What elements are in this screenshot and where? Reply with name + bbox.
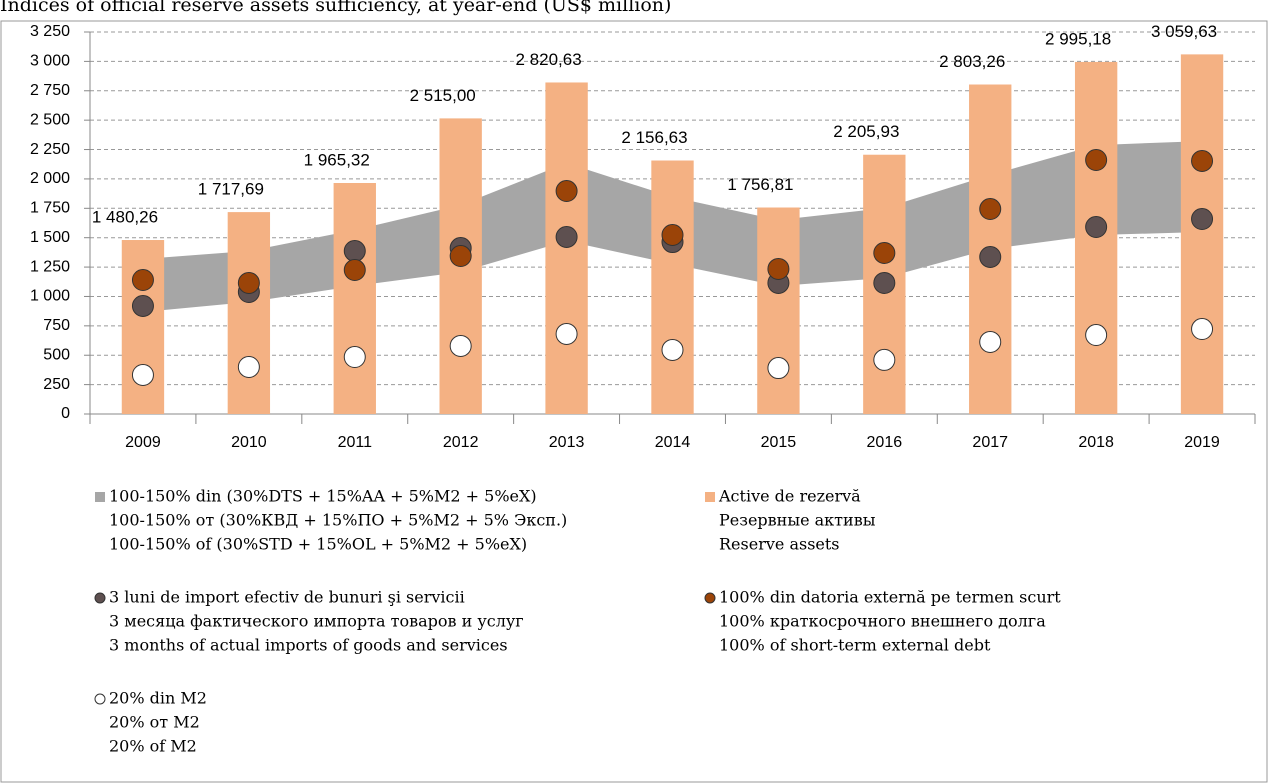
legend-label: 100-150% din (30%DTS + 15%AA + 5%M2 + 5%…: [109, 487, 537, 506]
legend-marker: [705, 492, 715, 502]
y-tick-label: 1 250: [30, 258, 70, 275]
bar: [1180, 54, 1224, 415]
value-label: 1 756,81: [727, 175, 793, 194]
dot: [661, 223, 684, 246]
x-tick-label: 2017: [972, 434, 1008, 451]
dot: [131, 269, 154, 292]
x-tick-label: 2011: [338, 434, 373, 451]
value-label: 1 965,32: [304, 150, 370, 169]
legend-label: 100% din datoria externă pe termen scurt: [719, 588, 1061, 607]
dot: [979, 198, 1002, 221]
y-tick-label: 2 500: [30, 111, 70, 128]
dot: [1085, 324, 1108, 347]
dot: [979, 330, 1002, 353]
legend-label: 100-150% от (30%КВД + 15%ПО + 5%M2 + 5% …: [109, 511, 567, 530]
y-tick-label: 500: [43, 346, 70, 363]
legend-label: 3 luni de import efectiv de bunuri şi se…: [109, 588, 465, 607]
legend-label: 100-150% of (30%STD + 15%OL + 5%M2 + 5%e…: [109, 535, 527, 554]
legend-label: 20% of M2: [109, 737, 197, 756]
dot: [131, 294, 154, 317]
x-tick-label: 2010: [231, 434, 267, 451]
bar: [651, 160, 694, 414]
x-tick-label: 2013: [549, 434, 585, 451]
bar: [333, 182, 376, 414]
dot: [237, 355, 260, 378]
x-tick-label: 2009: [125, 434, 161, 451]
y-tick-label: 1 000: [30, 288, 70, 305]
y-tick-label: 3 250: [30, 23, 70, 40]
dot: [1191, 318, 1214, 341]
value-label: 2 156,63: [621, 128, 687, 147]
y-tick-label: 0: [61, 405, 70, 422]
legend-label: 20% от M2: [109, 713, 200, 732]
value-label: 1 480,26: [92, 207, 158, 226]
chart-title: Indices of official reserve assets suffi…: [0, 0, 671, 16]
bar: [757, 207, 800, 414]
dot: [555, 225, 578, 248]
x-tick-label: 2016: [867, 434, 903, 451]
dot: [1085, 148, 1108, 171]
dot: [343, 239, 366, 262]
dot: [873, 348, 896, 371]
y-tick-label: 750: [43, 317, 70, 334]
dot: [343, 345, 366, 368]
bar: [227, 212, 271, 414]
legend-marker: [95, 492, 105, 502]
dot: [555, 180, 578, 203]
dot: [555, 322, 578, 345]
y-tick-label: 1 500: [30, 229, 70, 246]
y-tick-label: 2 750: [30, 82, 70, 99]
legend-label: 3 месяца фактического импорта товаров и …: [109, 612, 524, 631]
legend-marker: [94, 693, 106, 705]
x-tick-label: 2019: [1184, 434, 1220, 451]
dot: [1085, 215, 1108, 238]
legend-label: 20% din M2: [109, 689, 207, 708]
y-tick-label: 2 250: [30, 141, 70, 158]
y-tick-label: 1 750: [30, 200, 70, 217]
value-label: 2 205,93: [833, 122, 899, 141]
dot: [873, 241, 896, 264]
bar: [121, 240, 165, 414]
dot: [767, 257, 790, 280]
legend-label: Reserve assets: [719, 535, 840, 554]
value-label: 2 995,18: [1045, 29, 1111, 48]
y-tick-label: 3 000: [30, 53, 70, 70]
legend-marker: [94, 592, 106, 604]
value-label: 2 803,26: [939, 52, 1005, 71]
dot: [237, 271, 260, 294]
chart-frame: [0, 20, 1268, 783]
legend-label: 100% of short-term external debt: [719, 636, 991, 655]
x-tick-label: 2015: [761, 434, 797, 451]
legend-label: Резервные активы: [719, 511, 876, 530]
dot: [449, 334, 472, 357]
x-tick-label: 2012: [443, 434, 479, 451]
dot: [767, 357, 790, 380]
dot: [343, 259, 366, 282]
dot: [131, 363, 154, 386]
legend-label: Active de rezervă: [718, 487, 861, 506]
value-label: 3 059,63: [1151, 22, 1217, 41]
y-tick-label: 250: [43, 376, 70, 393]
dot: [979, 245, 1002, 268]
dot: [449, 245, 472, 268]
x-tick-label: 2014: [655, 434, 691, 451]
dot: [661, 338, 684, 361]
dot: [1191, 149, 1214, 172]
legend-label: 3 months of actual imports of goods and …: [109, 636, 508, 655]
bar: [545, 82, 588, 414]
legend-label: 100% краткосрочного внешнего долга: [719, 612, 1046, 631]
value-label: 2 820,63: [515, 50, 581, 69]
y-tick-label: 2 000: [30, 170, 70, 187]
dot: [1191, 208, 1214, 231]
value-label: 1 717,69: [198, 180, 264, 199]
value-label: 2 515,00: [410, 86, 476, 105]
x-tick-label: 2018: [1078, 434, 1114, 451]
dot: [873, 271, 896, 294]
legend-marker: [704, 592, 716, 604]
